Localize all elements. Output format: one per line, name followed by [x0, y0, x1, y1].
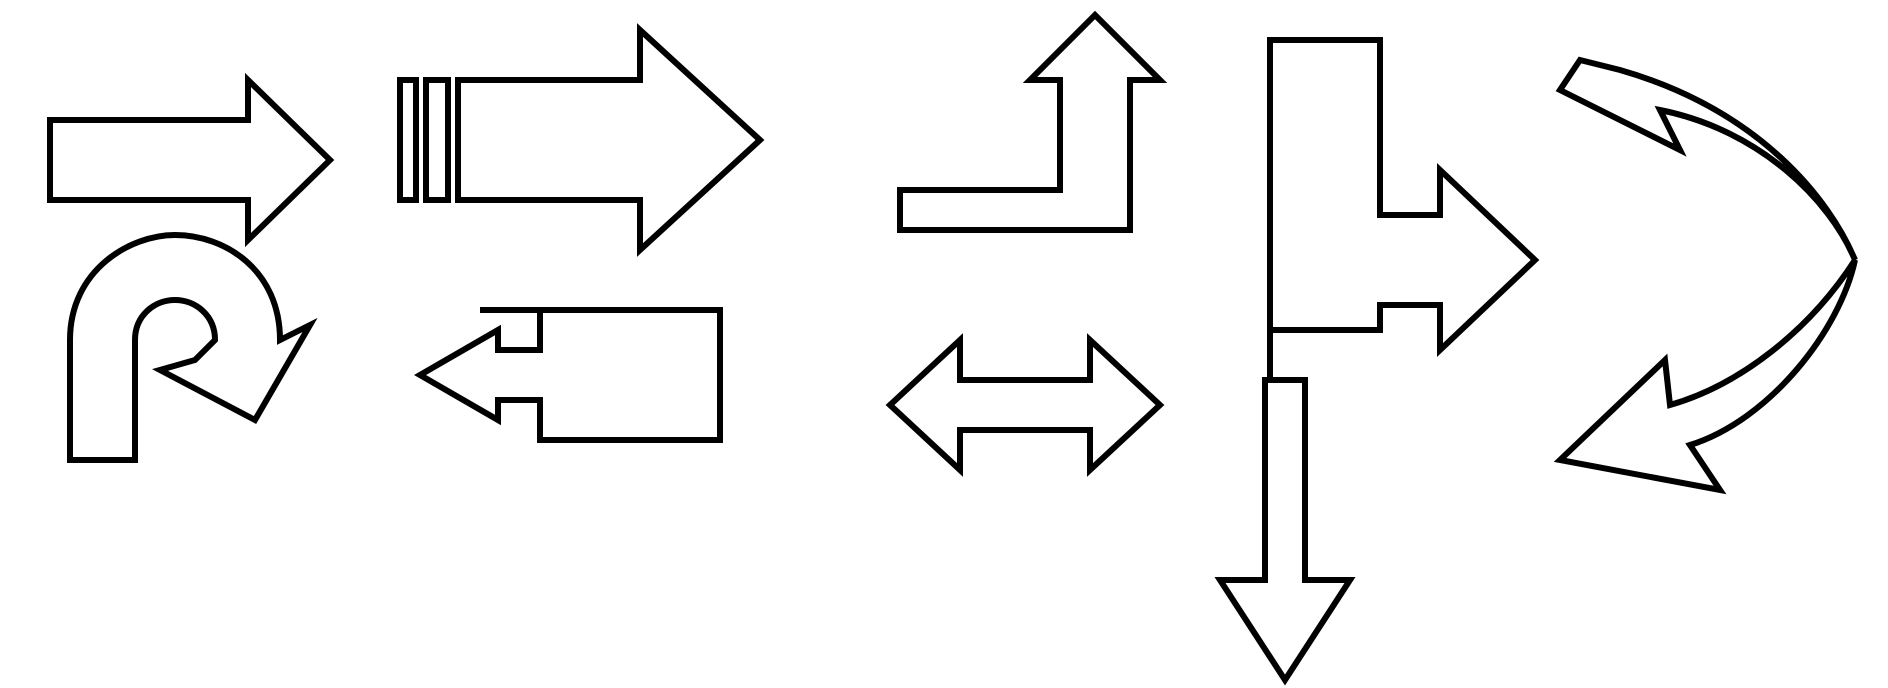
- callout-arrow-left: [420, 310, 720, 440]
- bent-up-arrow: [900, 15, 1160, 230]
- u-turn-arrow: [70, 235, 310, 460]
- striped-arrow-right-stripe2: [426, 80, 448, 200]
- curved-double-arrow: [1560, 60, 1855, 490]
- striped-arrow-right-body: [458, 30, 760, 250]
- arrow-shapes-diagram: [0, 0, 1888, 688]
- arrow-right-simple: [50, 80, 330, 240]
- double-arrow-horizontal: [890, 340, 1160, 470]
- striped-arrow-right-stripe1: [400, 80, 416, 200]
- down-right-branch-arrow: [1220, 40, 1535, 680]
